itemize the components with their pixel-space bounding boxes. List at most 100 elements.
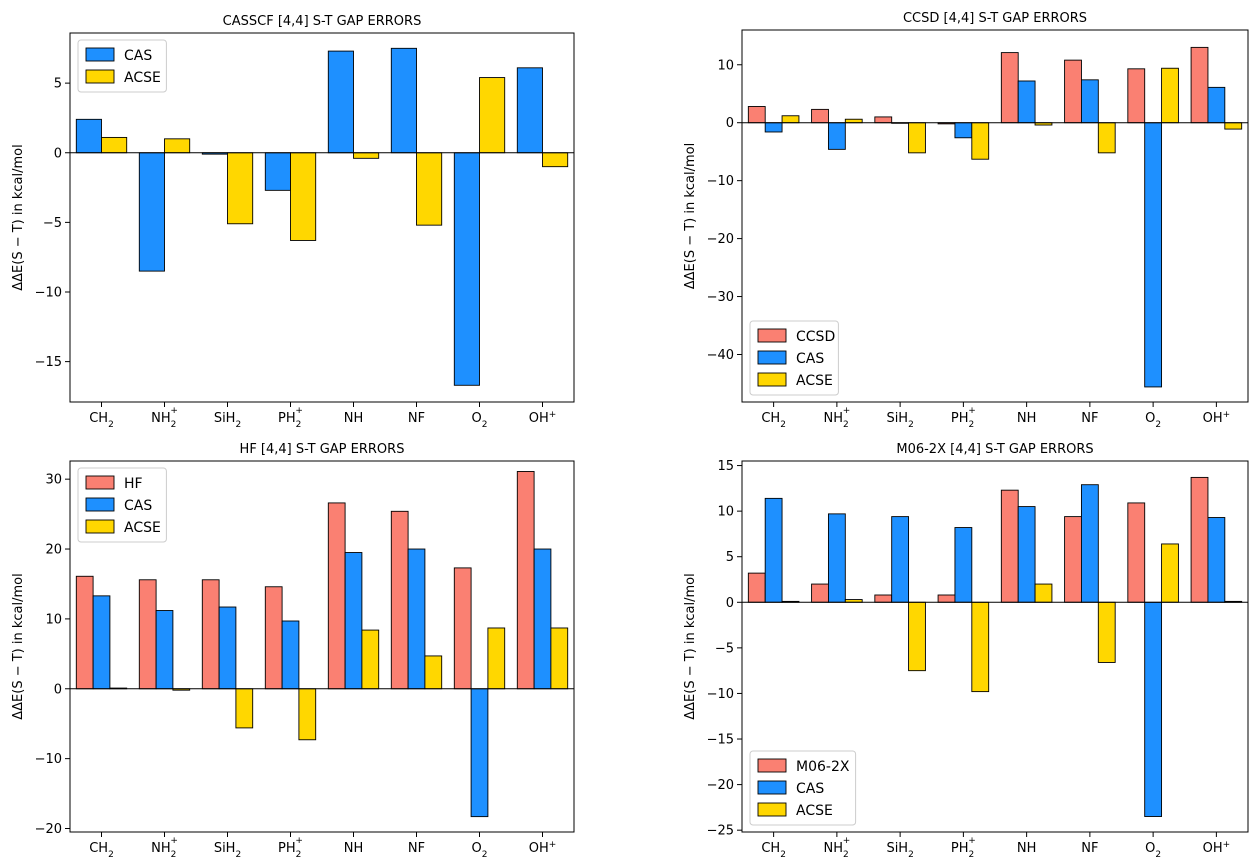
y-tick-label: 0 — [726, 116, 734, 131]
bar-cas-ch2 — [92, 595, 111, 690]
bar-acse-o2 — [1161, 67, 1179, 124]
bar-m06-2x-nf — [1064, 516, 1082, 603]
bar-cas-ch2 — [764, 497, 783, 603]
x-tick-label-nh2: NH2+ — [151, 406, 178, 430]
y-tick-label: −30 — [707, 290, 734, 305]
y-axis-label: ΔΔE(S − T) in kcal/mol — [683, 573, 698, 719]
y-axis-label: ΔΔE(S − T) in kcal/mol — [683, 143, 698, 289]
bar-cas-o2 — [470, 688, 489, 818]
legend-swatch-cas — [85, 497, 115, 512]
y-tick-label: 5 — [54, 77, 62, 92]
bar-acse-ph2 — [971, 601, 990, 693]
legend: M06-2X CAS ACSE — [749, 750, 857, 826]
legend-label-acse: ACSE — [796, 803, 833, 819]
y-tick-label: −10 — [35, 752, 62, 767]
bar-acse-o2 — [1161, 543, 1179, 603]
bar-cas-nf — [1080, 79, 1099, 124]
bar-acse-sih2 — [227, 152, 254, 225]
bar-cas-nf — [390, 47, 417, 154]
bar-cas-oh — [1207, 86, 1226, 124]
x-tick-label-oh: OH+ — [1203, 410, 1231, 426]
legend-label-m06-2x: M06-2X — [796, 759, 850, 775]
y-tick-label: −10 — [707, 174, 734, 189]
bar-m06-2x-sih2 — [874, 594, 893, 603]
x-tick-label-nf: NF — [1081, 841, 1098, 856]
legend: HF CAS ACSE — [77, 467, 167, 543]
bar-acse-ch2 — [101, 136, 128, 154]
x-tick-label-ph2: PH2+ — [278, 836, 303, 857]
chart-panel-m06-2x: M06-2X [4,4] S-T GAP ERRORS ΔΔE(S − T) in… — [683, 442, 1249, 857]
y-tick-label: 5 — [726, 550, 734, 565]
bar-ccsd-oh — [1190, 46, 1209, 124]
legend-label-acse: ACSE — [796, 373, 833, 389]
bar-cas-nh2 — [827, 122, 846, 150]
bar-acse-ph2 — [298, 688, 317, 741]
x-tick-label-o2: O2 — [472, 841, 488, 857]
y-tick-label: −15 — [707, 733, 734, 748]
plot-frame — [69, 460, 575, 833]
bar-m06-2x-nh2 — [811, 583, 829, 603]
chart-panel-hf: HF [4,4] S-T GAP ERRORS ΔΔE(S − T) in kca… — [11, 442, 575, 857]
y-axis-label: ΔΔE(S − T) in kcal/mol — [11, 573, 26, 719]
legend-label-cas: CAS — [796, 351, 824, 367]
y-tick-label: 10 — [45, 612, 62, 627]
bar-ccsd-nh2 — [811, 108, 829, 124]
x-tick-label-nf: NF — [408, 841, 425, 856]
legend-label-cas: CAS — [124, 498, 152, 514]
bar-acse-nf — [1097, 601, 1116, 663]
bar-acse-ch2 — [781, 115, 800, 124]
x-tick-label-ch2: CH2 — [761, 841, 786, 857]
legend: CCSD CAS ACSE — [749, 320, 839, 396]
y-tick-label: −25 — [707, 824, 734, 839]
y-tick-label: 10 — [717, 505, 734, 520]
bar-cas-nh2 — [827, 513, 846, 603]
bar-cas-ch2 — [75, 118, 102, 154]
y-tick-label: −10 — [35, 285, 62, 300]
legend-swatch-m06-2x — [757, 758, 787, 773]
x-tick-label-oh: OH+ — [1203, 840, 1231, 856]
bar-cas-nh2 — [138, 152, 165, 272]
y-tick-label: −5 — [715, 641, 734, 656]
bar-cas-o2 — [453, 152, 480, 386]
legend-label-acse: ACSE — [124, 520, 161, 536]
x-tick-label-nh2: NH2+ — [151, 836, 178, 857]
chart-title: CASSCF [4,4] S-T GAP ERRORS — [223, 14, 422, 29]
bar-acse-sih2 — [908, 122, 926, 154]
bar-ccsd-sih2 — [874, 116, 893, 124]
bar-cas-oh — [516, 67, 543, 154]
x-tick-label-nh: NH — [344, 841, 364, 856]
x-tick-label-oh: OH+ — [529, 840, 557, 856]
y-tick-label: −20 — [35, 822, 62, 837]
x-tick-label-o2: O2 — [472, 411, 488, 430]
x-tick-label-nh2: NH2+ — [823, 406, 850, 430]
bar-acse-oh — [1224, 122, 1243, 130]
legend-label-cas: CAS — [796, 781, 824, 797]
x-tick-label-o2: O2 — [1145, 841, 1161, 857]
bar-acse-nf — [424, 655, 443, 690]
y-tick-label: −20 — [707, 232, 734, 247]
y-tick-label: 0 — [726, 596, 734, 611]
y-tick-label: 0 — [54, 146, 62, 161]
legend-swatch-cas — [757, 350, 787, 365]
y-tick-label: 20 — [45, 543, 62, 558]
x-tick-label-sih2: SiH2 — [214, 841, 241, 857]
bar-acse-nf — [1097, 122, 1116, 154]
x-tick-label-ch2: CH2 — [761, 411, 786, 430]
legend-swatch-hf — [85, 475, 115, 490]
y-tick-label: 15 — [717, 459, 734, 474]
bar-cas-o2 — [1144, 122, 1163, 388]
x-tick-label-nh2: NH2+ — [823, 836, 850, 857]
bar-cas-nf — [407, 548, 426, 690]
x-tick-label-ph2: PH2+ — [278, 406, 303, 430]
chart-panel-casscf: CASSCF [4,4] S-T GAP ERRORS ΔΔE(S − T) in… — [11, 14, 575, 430]
bar-cas-ph2 — [264, 152, 291, 191]
bar-cas-oh — [533, 548, 552, 690]
legend-label-hf: HF — [124, 476, 143, 492]
bar-hf-ph2 — [264, 586, 283, 690]
chart-panel-ccsd: CCSD [4,4] S-T GAP ERRORS ΔΔE(S − T) in k… — [683, 11, 1249, 430]
bar-ccsd-ch2 — [747, 106, 766, 124]
legend-swatch-acse — [757, 372, 787, 387]
bar-hf-sih2 — [201, 579, 220, 690]
x-tick-label-sih2: SiH2 — [886, 411, 913, 430]
